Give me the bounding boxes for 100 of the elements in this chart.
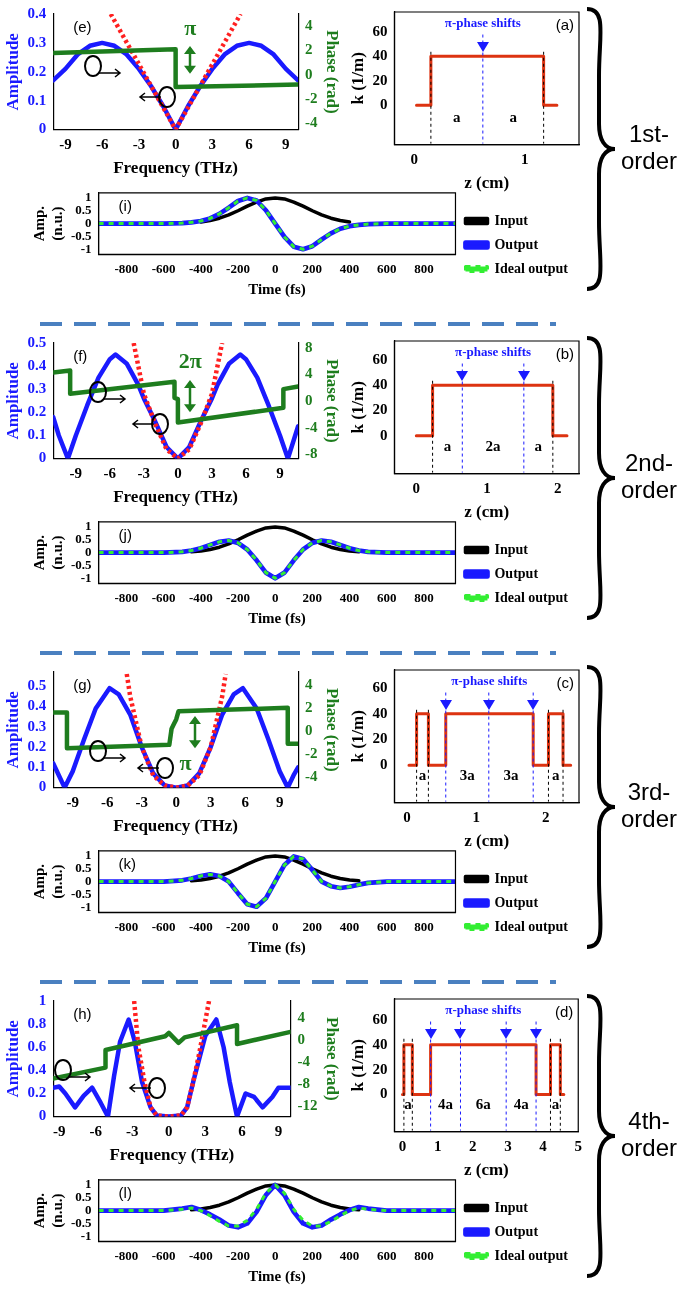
x-tick-label: -200	[226, 1247, 250, 1263]
y-tick-label: -1	[80, 569, 92, 585]
legend-label: Output	[494, 565, 539, 581]
x-tick-label: -400	[188, 918, 213, 934]
y2-axis-title: Phase (rad)	[323, 359, 343, 443]
y-tick-label: 0.3	[27, 717, 47, 734]
x-tick-label: 2	[469, 1138, 477, 1155]
x-tick-label: 4	[539, 1138, 548, 1155]
y2-tick-label: 2	[305, 41, 313, 58]
annotation: 3a	[459, 766, 476, 783]
x-tick-label: 2	[554, 480, 562, 497]
x-tick-label: 800	[414, 1247, 434, 1263]
y-tick-label: 0.4	[27, 356, 47, 373]
x-tick-label: -9	[66, 794, 79, 811]
legend-label: Output	[494, 894, 539, 910]
y-tick-label: 40	[372, 704, 388, 721]
x-tick-label: -200	[226, 918, 250, 934]
y-axis-title: Amp. (n.u.)	[30, 1192, 66, 1229]
y-tick-label: 0	[379, 756, 388, 773]
y-axis-title: Amp. (n.u.)	[30, 534, 66, 571]
y-tick-label: 60	[372, 350, 388, 367]
x-tick-label: -6	[95, 136, 109, 153]
x-tick-label: 200	[302, 589, 323, 605]
x-tick-label: 800	[414, 918, 434, 934]
annotation: a	[404, 1095, 413, 1112]
x-tick-label: -800	[114, 1247, 139, 1263]
y-axis-title: Amplitude	[2, 690, 22, 769]
y2-tick-label: 8	[305, 338, 313, 355]
y-tick-label: 0	[38, 778, 47, 795]
x-tick-label: 6	[238, 1123, 247, 1140]
text: 3rd-order	[620, 778, 678, 832]
annotation: π-phase shifts	[444, 15, 521, 31]
x-tick-label: 1	[483, 480, 491, 497]
annotation: 4a	[513, 1095, 530, 1112]
chart-title: (d)	[554, 1003, 574, 1021]
x-axis-title: Time (fs)	[248, 609, 306, 627]
chart-title: (h)	[73, 1005, 92, 1023]
chart-title: (e)	[73, 18, 92, 36]
x-tick-label: -400	[188, 1247, 213, 1263]
y2-tick-label: -4	[305, 114, 319, 131]
y-tick-label: 0.3	[27, 33, 47, 50]
x-tick-label: 6	[242, 465, 251, 482]
x-tick-label: 3	[208, 136, 217, 153]
x-tick-label: -9	[69, 465, 83, 482]
y-tick-label: -0.5	[70, 556, 93, 572]
y2-tick-label: 0	[305, 392, 313, 409]
y2-tick-label: 4	[297, 1008, 306, 1025]
y2-axis-title: Phase (rad)	[323, 1017, 343, 1101]
y-tick-label: 1	[38, 991, 47, 1008]
y-axis-title: k (1/m)	[347, 710, 367, 763]
chart-title: (l)	[118, 1183, 132, 1201]
x-tick-label: -600	[151, 589, 176, 605]
y-tick-label: 20	[372, 401, 388, 418]
x-tick-label: -6	[103, 465, 117, 482]
x-tick-label: 0	[403, 809, 411, 826]
annotation: 6a	[475, 1095, 492, 1112]
legend-label: Input	[494, 1199, 529, 1215]
x-axis-title: Frequency (THz)	[113, 158, 239, 178]
y-tick-label: 40	[372, 47, 388, 64]
y-tick-label: 0.8	[27, 1014, 47, 1031]
x-tick-label: 6	[245, 136, 254, 153]
y2-tick-label: 0	[297, 1030, 306, 1047]
legend-label: Input	[494, 541, 529, 557]
y2-tick-label: -2	[305, 744, 318, 761]
x-axis-title: Time (fs)	[248, 280, 306, 298]
x-tick-label: 3	[504, 1138, 512, 1155]
y-tick-label: 0.5	[27, 333, 47, 350]
y-tick-label: 60	[372, 678, 388, 695]
x-tick-label: 3	[201, 1123, 210, 1140]
y-tick-label: 0.5	[27, 677, 47, 694]
y2-axis-title: Phase (rad)	[323, 688, 343, 772]
x-tick-label: -3	[132, 136, 146, 153]
chart-title: (j)	[118, 525, 132, 543]
y-tick-label: 0.4	[27, 1061, 47, 1078]
x-axis-title: Frequency (THz)	[113, 487, 239, 507]
y-tick-label: 0	[379, 1085, 388, 1102]
x-tick-label: 600	[376, 918, 397, 934]
x-tick-label: -600	[151, 918, 176, 934]
x-axis-title: Frequency (THz)	[109, 1145, 235, 1165]
x-axis-title: Time (fs)	[248, 938, 306, 956]
x-tick-label: 800	[414, 260, 434, 276]
x-tick-label: 0	[172, 794, 180, 811]
y2-tick-label: 0	[305, 65, 313, 82]
y-tick-label: 20	[372, 1060, 388, 1077]
x-tick-label: 0	[271, 1247, 279, 1263]
text: 1st-order	[620, 120, 678, 174]
x-tick-label: 3	[208, 465, 216, 482]
y-axis-title: Amplitude	[2, 32, 22, 111]
y2-tick-label: 4	[305, 365, 314, 382]
x-tick-label: 400	[339, 260, 360, 276]
x-tick-label: -3	[135, 794, 148, 811]
chart-title: (f)	[73, 347, 88, 365]
x-tick-label: -800	[114, 589, 139, 605]
x-tick-label: 9	[274, 1123, 283, 1140]
y-tick-label: -0.5	[70, 227, 93, 243]
x-tick-label: -6	[89, 1123, 103, 1140]
y2-tick-label: -4	[297, 1052, 311, 1069]
x-tick-label: -200	[226, 260, 250, 276]
x-tick-label: 0	[171, 136, 180, 153]
y2-tick-label: -8	[305, 445, 318, 462]
